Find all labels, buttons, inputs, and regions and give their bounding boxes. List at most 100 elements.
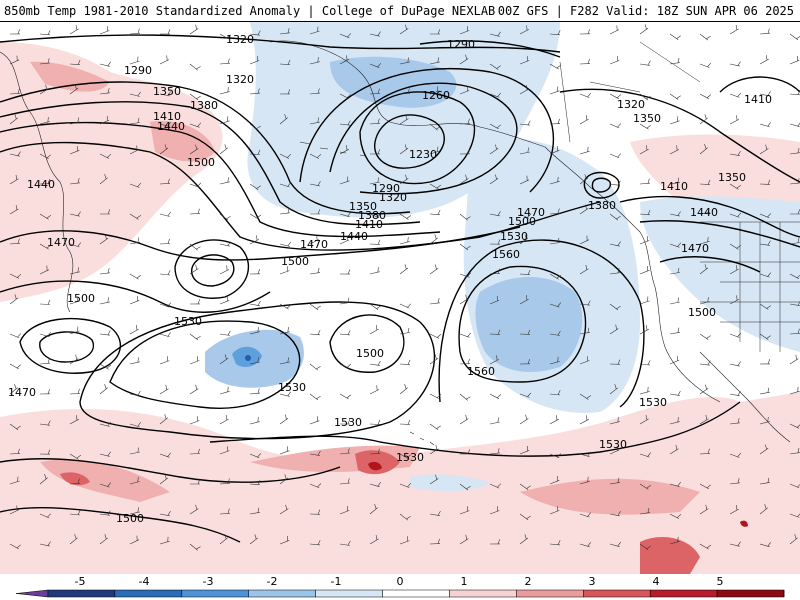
contour-east-1470 bbox=[659, 256, 761, 273]
color-scale-bar: -5 -4 -3 -2 -1 0 1 2 3 4 5 bbox=[0, 574, 800, 600]
color-scale-swatch bbox=[583, 589, 651, 598]
wind-barb bbox=[639, 265, 650, 275]
wind-barb bbox=[219, 330, 231, 336]
wind-barb bbox=[129, 182, 142, 188]
wind-barb bbox=[279, 327, 290, 335]
wind-barb bbox=[699, 236, 710, 245]
wind-barb bbox=[279, 241, 291, 247]
wind-barb bbox=[699, 543, 711, 550]
wind-barb bbox=[519, 358, 531, 365]
wind-barb bbox=[159, 511, 171, 517]
wind-barb bbox=[279, 303, 291, 310]
wind-barb bbox=[549, 330, 561, 336]
contour-label: 1230 bbox=[409, 148, 437, 161]
wind-barb bbox=[99, 88, 110, 95]
wind-barb bbox=[9, 384, 18, 395]
wind-barb bbox=[369, 118, 381, 125]
contour-label: 1530 bbox=[639, 396, 667, 409]
wind-barb bbox=[519, 446, 530, 455]
wind-barb bbox=[579, 58, 591, 65]
wind-barb bbox=[369, 239, 381, 245]
contour-label: 1350 bbox=[153, 85, 181, 98]
wind-barb bbox=[219, 87, 230, 95]
wind-barb bbox=[69, 211, 81, 217]
wind-barb bbox=[309, 509, 321, 515]
wind-barb bbox=[579, 29, 591, 35]
wind-barb bbox=[249, 149, 261, 155]
wind-barb bbox=[309, 393, 321, 401]
color-scale-min-arrow bbox=[15, 589, 49, 598]
wind-barb bbox=[129, 273, 141, 280]
wind-barb bbox=[669, 145, 680, 155]
wind-barb bbox=[609, 268, 620, 275]
wind-barb bbox=[339, 448, 351, 455]
warm-anomaly-south-mid bbox=[40, 445, 700, 515]
contour-label: 1530 bbox=[500, 230, 528, 243]
wind-barb bbox=[9, 174, 19, 185]
wind-barb bbox=[69, 388, 81, 395]
wind-barb bbox=[459, 54, 469, 65]
wind-barb bbox=[309, 88, 321, 95]
wind-barb bbox=[729, 24, 739, 35]
wind-barb bbox=[69, 59, 81, 65]
wind-barb bbox=[129, 422, 141, 428]
wind-barb bbox=[399, 536, 410, 545]
wind-barb bbox=[399, 88, 411, 95]
wind-barb bbox=[579, 146, 590, 155]
wind-barb bbox=[759, 359, 771, 365]
wind-barb bbox=[489, 144, 499, 155]
wind-barb bbox=[579, 300, 591, 306]
wind-barb bbox=[309, 450, 321, 456]
color-scale-swatch bbox=[114, 589, 183, 598]
wind-barb bbox=[669, 327, 680, 335]
wind-barb bbox=[369, 303, 381, 311]
wind-barb bbox=[219, 213, 231, 221]
wind-barb bbox=[579, 356, 590, 365]
wind-barb bbox=[219, 241, 231, 247]
contour-1260 bbox=[359, 91, 476, 185]
contour-label: 1560 bbox=[467, 365, 495, 378]
wind-barb bbox=[9, 114, 19, 125]
contour-label: 1530 bbox=[396, 451, 424, 464]
wind-barb bbox=[69, 510, 81, 516]
wind-barb bbox=[669, 116, 680, 125]
wind-barb bbox=[579, 115, 589, 125]
wind-barb bbox=[219, 478, 231, 485]
wind-barb bbox=[609, 123, 622, 129]
wind-barb bbox=[789, 122, 800, 127]
wind-barb bbox=[69, 146, 80, 155]
wind-barb bbox=[699, 179, 711, 185]
wind-barb bbox=[519, 234, 529, 245]
contour-1530-southwest bbox=[0, 458, 341, 483]
wind-barb bbox=[729, 418, 740, 425]
wind-barb bbox=[609, 477, 620, 485]
wind-barb bbox=[699, 333, 711, 340]
wind-barb bbox=[219, 414, 229, 425]
wind-barb bbox=[219, 265, 230, 275]
wind-barb bbox=[159, 238, 171, 245]
warm-anomaly-northwest-mid bbox=[30, 61, 215, 162]
wind-barb bbox=[789, 447, 800, 455]
wind-barb bbox=[699, 264, 709, 275]
wind-barb bbox=[639, 325, 649, 335]
wind-barb bbox=[459, 213, 471, 221]
wind-barb bbox=[69, 178, 80, 185]
wind-barb bbox=[459, 294, 469, 305]
wind-barb bbox=[219, 58, 231, 65]
wind-barb bbox=[459, 534, 469, 545]
wind-barb bbox=[9, 423, 21, 431]
wind-barb bbox=[339, 55, 350, 65]
wind-barb bbox=[9, 55, 20, 65]
wind-barb bbox=[579, 393, 591, 400]
wind-barb bbox=[219, 296, 230, 305]
wind-barb bbox=[459, 332, 472, 338]
wind-barb bbox=[729, 452, 742, 458]
wind-barb bbox=[219, 534, 228, 545]
contour-label: 1470 bbox=[517, 206, 545, 219]
wind-barb bbox=[729, 183, 741, 190]
wind-barb bbox=[39, 117, 50, 125]
wind-barb bbox=[279, 114, 288, 125]
wind-barb bbox=[729, 391, 741, 397]
wind-barb bbox=[699, 297, 710, 305]
wind-barb bbox=[159, 91, 171, 97]
